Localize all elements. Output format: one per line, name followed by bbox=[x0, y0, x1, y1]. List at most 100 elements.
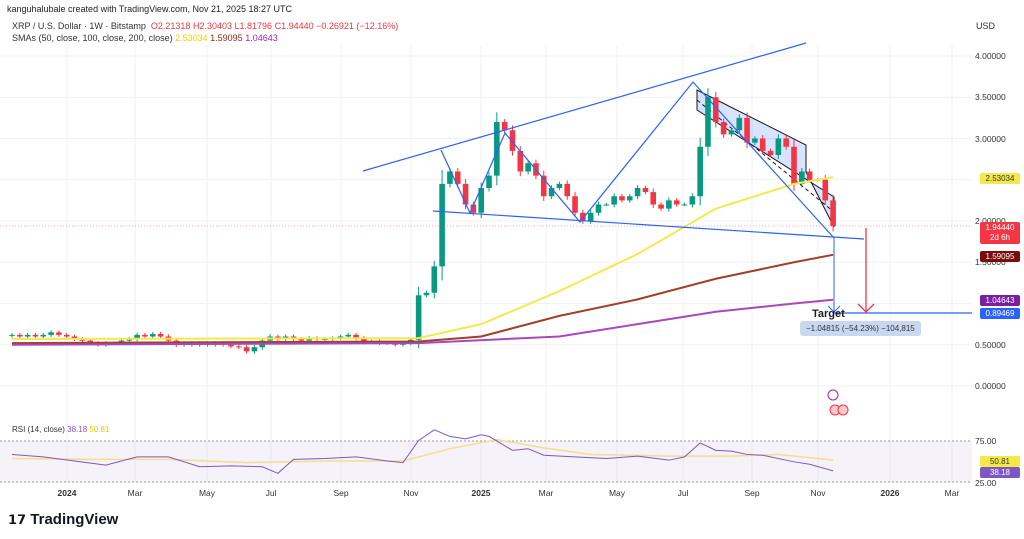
lower-trendline[interactable] bbox=[432, 210, 865, 240]
us-event-flag-icon[interactable] bbox=[837, 404, 849, 416]
candle[interactable] bbox=[697, 146, 703, 197]
candle[interactable] bbox=[494, 122, 500, 176]
candle[interactable] bbox=[806, 171, 813, 180]
candle[interactable] bbox=[361, 338, 367, 343]
candle[interactable] bbox=[17, 334, 23, 337]
candle[interactable] bbox=[48, 332, 54, 335]
rsi-label: RSI (14, close) bbox=[12, 425, 65, 434]
candle[interactable] bbox=[454, 171, 461, 184]
candle[interactable] bbox=[71, 336, 78, 339]
sma200-line[interactable] bbox=[11, 298, 834, 346]
candle[interactable] bbox=[228, 344, 234, 347]
candle[interactable] bbox=[681, 204, 688, 206]
candle[interactable] bbox=[243, 347, 250, 352]
candle[interactable] bbox=[517, 150, 524, 172]
candle[interactable] bbox=[540, 175, 547, 197]
upper-trendline[interactable] bbox=[362, 42, 807, 172]
candle[interactable] bbox=[40, 334, 47, 337]
candle[interactable] bbox=[462, 183, 469, 205]
candle[interactable] bbox=[759, 138, 766, 151]
candle[interactable] bbox=[572, 196, 578, 213]
candle[interactable] bbox=[775, 138, 782, 156]
candle[interactable] bbox=[447, 171, 453, 184]
candle[interactable] bbox=[24, 334, 31, 337]
candle[interactable] bbox=[791, 146, 797, 184]
candle[interactable] bbox=[415, 295, 422, 340]
candle[interactable] bbox=[564, 183, 571, 197]
candle[interactable] bbox=[650, 192, 657, 205]
event-flash-icon[interactable] bbox=[827, 389, 839, 401]
candle[interactable] bbox=[126, 338, 133, 341]
candle[interactable] bbox=[736, 117, 743, 131]
candle[interactable] bbox=[142, 334, 148, 337]
candle[interactable] bbox=[478, 188, 484, 213]
candle[interactable] bbox=[713, 97, 719, 122]
symbol-name[interactable]: XRP / U.S. Dollar · 1W · Bitstamp bbox=[12, 21, 146, 31]
measure-label: −1.04815 (−54.23%) −104,815 bbox=[800, 321, 921, 336]
channel-midline[interactable] bbox=[696, 99, 835, 213]
candle[interactable] bbox=[830, 200, 836, 226]
candle[interactable] bbox=[149, 334, 156, 337]
candle[interactable] bbox=[642, 188, 649, 193]
sma200-price-tag: 1.04643 bbox=[980, 295, 1020, 306]
candle[interactable] bbox=[666, 200, 672, 209]
sma50-line[interactable] bbox=[11, 176, 834, 340]
time-axis-label: Sep bbox=[744, 488, 760, 498]
candle[interactable] bbox=[822, 179, 829, 201]
candle[interactable] bbox=[251, 347, 258, 352]
candle[interactable] bbox=[626, 196, 633, 201]
candle[interactable] bbox=[634, 188, 641, 197]
candle[interactable] bbox=[345, 334, 352, 337]
candle[interactable] bbox=[744, 117, 750, 143]
candle[interactable] bbox=[509, 130, 516, 151]
pattern-zigzag[interactable] bbox=[440, 81, 835, 239]
candle[interactable] bbox=[470, 204, 477, 213]
candle[interactable] bbox=[580, 212, 586, 221]
candle[interactable] bbox=[32, 334, 39, 337]
candle[interactable] bbox=[9, 334, 15, 336]
chart-credit: kanguhalubale created with TradingView.c… bbox=[7, 4, 293, 14]
candle[interactable] bbox=[486, 175, 492, 188]
candle[interactable] bbox=[423, 292, 430, 296]
candle[interactable] bbox=[619, 196, 625, 201]
candle[interactable] bbox=[525, 163, 531, 172]
candle[interactable] bbox=[752, 138, 758, 143]
candle[interactable] bbox=[799, 171, 805, 184]
candle[interactable] bbox=[501, 122, 508, 131]
candle[interactable] bbox=[556, 183, 563, 188]
candle[interactable] bbox=[728, 130, 735, 135]
candle[interactable] bbox=[235, 346, 242, 348]
sma100-line[interactable] bbox=[11, 253, 834, 345]
candle[interactable] bbox=[431, 266, 438, 293]
candle[interactable] bbox=[63, 334, 70, 337]
rsi-ma-line[interactable] bbox=[11, 438, 834, 464]
candle[interactable] bbox=[587, 212, 594, 221]
candle[interactable] bbox=[298, 338, 305, 341]
logo-text: TradingView bbox=[30, 511, 119, 528]
candle[interactable] bbox=[783, 138, 789, 147]
ohlc-low: L1.81796 bbox=[234, 21, 273, 31]
rsi-line[interactable] bbox=[11, 429, 834, 474]
candle[interactable] bbox=[595, 204, 602, 213]
candle[interactable] bbox=[720, 122, 727, 135]
price-axis-label: 0.00000 bbox=[975, 381, 1006, 391]
candle[interactable] bbox=[658, 204, 664, 209]
candle[interactable] bbox=[56, 332, 62, 335]
candle[interactable] bbox=[306, 338, 312, 341]
candle[interactable] bbox=[322, 338, 328, 340]
candle[interactable] bbox=[439, 183, 445, 267]
bar-countdown: 2d 6h bbox=[989, 233, 1011, 242]
candle[interactable] bbox=[353, 334, 359, 339]
candle[interactable] bbox=[548, 188, 555, 197]
candle[interactable] bbox=[611, 196, 617, 205]
candle[interactable] bbox=[157, 334, 164, 337]
candle[interactable] bbox=[705, 97, 711, 147]
candle[interactable] bbox=[134, 334, 140, 339]
candle[interactable] bbox=[689, 196, 696, 205]
sma-legend[interactable]: SMAs (50, close, 100, close, 200, close)… bbox=[12, 33, 278, 43]
candle[interactable] bbox=[673, 200, 680, 205]
candle[interactable] bbox=[603, 204, 610, 206]
rsi-legend[interactable]: RSI (14, close) 38.18 50.81 bbox=[12, 425, 109, 434]
candle[interactable] bbox=[767, 150, 774, 155]
